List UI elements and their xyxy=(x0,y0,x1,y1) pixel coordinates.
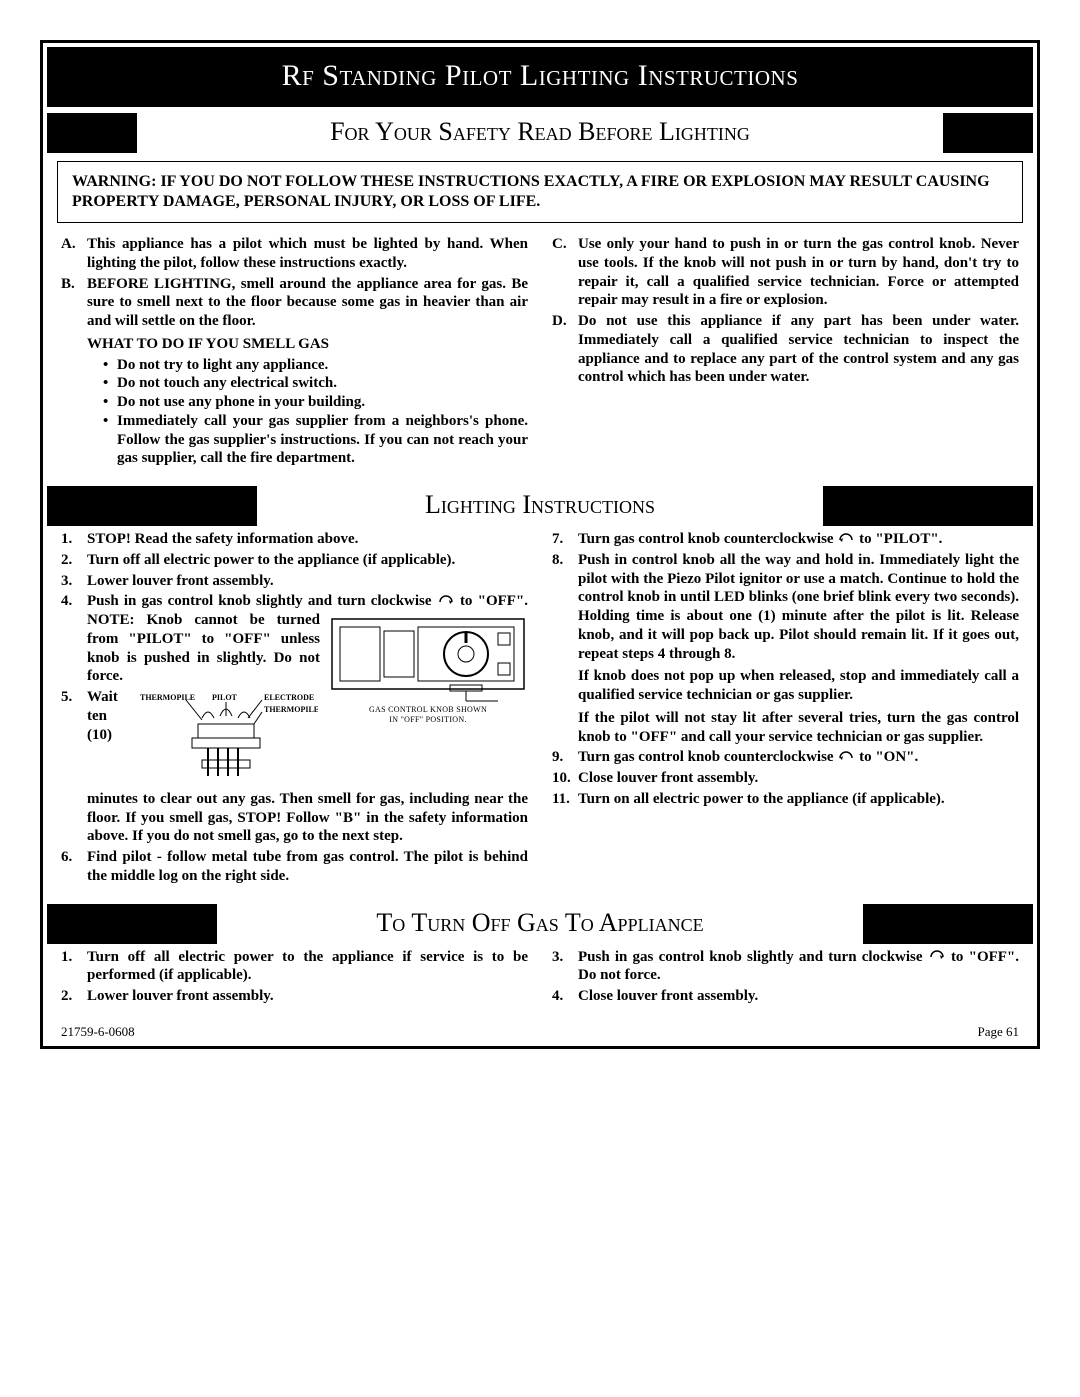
main-title: Rf Standing Pilot Lighting Instructions xyxy=(47,47,1033,107)
smell-gas-header: WHAT TO DO IF YOU SMELL GAS xyxy=(87,335,528,354)
lighting-header: Lighting Instructions xyxy=(257,486,823,526)
turnoff-1: 1.Turn off all electric power to the app… xyxy=(87,948,528,986)
turnoff-header: To Turn Off Gas To Appliance xyxy=(217,904,863,944)
safety-a-text: This appliance has a pilot which must be… xyxy=(87,236,528,271)
step-9a-text: Turn gas control knob counterclockwise xyxy=(578,749,834,765)
step-1-text: STOP! Read the safety information above. xyxy=(87,531,358,547)
step-10: 10.Close louver front assembly. xyxy=(578,769,1019,788)
step-8a-text: Push in control knob all the way and hol… xyxy=(578,552,1019,662)
label-pilot: PILOT xyxy=(212,693,238,702)
warning-box: WARNING: IF YOU DO NOT FOLLOW THESE INST… xyxy=(57,161,1023,223)
header-side-left xyxy=(47,113,137,153)
step-7b-text: to "PILOT". xyxy=(859,531,942,547)
lighting-columns: 1.STOP! Read the safety information abov… xyxy=(47,526,1033,898)
safety-d-text: Do not use this appliance if any part ha… xyxy=(578,313,1019,385)
counterclockwise-icon xyxy=(837,751,855,765)
step-3-text: Lower louver front assembly. xyxy=(87,573,274,589)
safety-c-text: Use only your hand to push in or turn th… xyxy=(578,236,1019,308)
safety-header-row: For Your Safety Read Before Lighting xyxy=(47,113,1033,153)
turnoff-3: 3. Push in gas control knob slightly and… xyxy=(578,948,1019,986)
label-thermopile-r: THERMOPILE xyxy=(264,705,318,714)
turnoff-3a-text: Push in gas control knob slightly and tu… xyxy=(578,949,923,965)
step-9b-text: to "ON". xyxy=(859,749,918,765)
bullet-item: Do not try to light any appliance. xyxy=(103,356,528,375)
safety-header: For Your Safety Read Before Lighting xyxy=(137,113,943,153)
lighting-header-row: Lighting Instructions xyxy=(47,486,1033,526)
step-11: 11.Turn on all electric power to the app… xyxy=(578,790,1019,809)
step-1: 1.STOP! Read the safety information abov… xyxy=(87,530,528,549)
header-side-right xyxy=(863,904,1033,944)
safety-b-text: BEFORE LIGHTING, smell around the applia… xyxy=(87,276,528,330)
turnoff-2: 2.Lower louver front assembly. xyxy=(87,987,528,1006)
pilot-diagram: THERMOPILE PILOT ELECTRODE THERMOPILE xyxy=(130,690,320,786)
safety-item-c: C.Use only your hand to push in or turn … xyxy=(578,235,1019,310)
step-5: 5. THERMOPILE PILOT ELECTRODE THERMOPILE xyxy=(87,688,528,846)
step-4b-text: to "OFF". xyxy=(460,593,528,609)
pilot-assembly-icon: THERMOPILE PILOT ELECTRODE THERMOPILE xyxy=(132,690,318,780)
safety-item-d: D.Do not use this appliance if any part … xyxy=(578,312,1019,387)
page-border: Rf Standing Pilot Lighting Instructions … xyxy=(40,40,1040,1049)
step-7a-text: Turn gas control knob counterclockwise xyxy=(578,531,834,547)
step-2-text: Turn off all electric power to the appli… xyxy=(87,552,455,568)
safety-columns: A.This appliance has a pilot which must … xyxy=(47,231,1033,480)
safety-item-b: B. BEFORE LIGHTING, smell around the app… xyxy=(87,275,528,469)
header-side-right xyxy=(943,113,1033,153)
turnoff-2-text: Lower louver front assembly. xyxy=(87,988,274,1004)
step-7: 7. Turn gas control knob counterclockwis… xyxy=(578,530,1019,549)
step-4a-text: Push in gas control knob slightly and tu… xyxy=(87,593,432,609)
bullet-item: Do not touch any electrical switch. xyxy=(103,374,528,393)
turnoff-4: 4.Close louver front assembly. xyxy=(578,987,1019,1006)
step-8: 8. Push in control knob all the way and … xyxy=(578,551,1019,747)
step-9: 9. Turn gas control knob counterclockwis… xyxy=(578,748,1019,767)
label-electrode: ELECTRODE xyxy=(264,693,314,702)
turnoff-columns: 1.Turn off all electric power to the app… xyxy=(47,944,1033,1018)
turnoff-4-text: Close louver front assembly. xyxy=(578,988,758,1004)
footer-pagenum: Page 61 xyxy=(977,1024,1019,1040)
turnoff-header-row: To Turn Off Gas To Appliance xyxy=(47,904,1033,944)
step-2: 2.Turn off all electric power to the app… xyxy=(87,551,528,570)
header-side-right xyxy=(823,486,1033,526)
step-3: 3.Lower louver front assembly. xyxy=(87,572,528,591)
clockwise-icon xyxy=(928,950,946,964)
step-10-text: Close louver front assembly. xyxy=(578,770,758,786)
step-4: 4. Push in gas control knob slightly and… xyxy=(87,592,528,686)
step-6: 6.Find pilot - follow metal tube from ga… xyxy=(87,848,528,886)
step-8b-text: If knob does not pop up when released, s… xyxy=(578,668,1019,703)
bullet-item: Immediately call your gas supplier from … xyxy=(103,412,528,468)
bullet-item: Do not use any phone in your building. xyxy=(103,393,528,412)
clockwise-icon xyxy=(437,595,455,609)
footer-docnum: 21759-6-0608 xyxy=(61,1024,135,1040)
header-side-left xyxy=(47,904,217,944)
safety-item-a: A.This appliance has a pilot which must … xyxy=(87,235,528,273)
header-side-left xyxy=(47,486,257,526)
step-6-text: Find pilot - follow metal tube from gas … xyxy=(87,849,528,884)
page-footer: 21759-6-0608 Page 61 xyxy=(47,1018,1033,1042)
turnoff-1-text: Turn off all electric power to the appli… xyxy=(87,949,528,984)
step-11-text: Turn on all electric power to the applia… xyxy=(578,791,945,807)
step-4c-text: NOTE: Knob cannot be turned from "PILOT"… xyxy=(87,612,320,684)
counterclockwise-icon xyxy=(837,533,855,547)
step-8c-text: If the pilot will not stay lit after sev… xyxy=(578,710,1019,745)
